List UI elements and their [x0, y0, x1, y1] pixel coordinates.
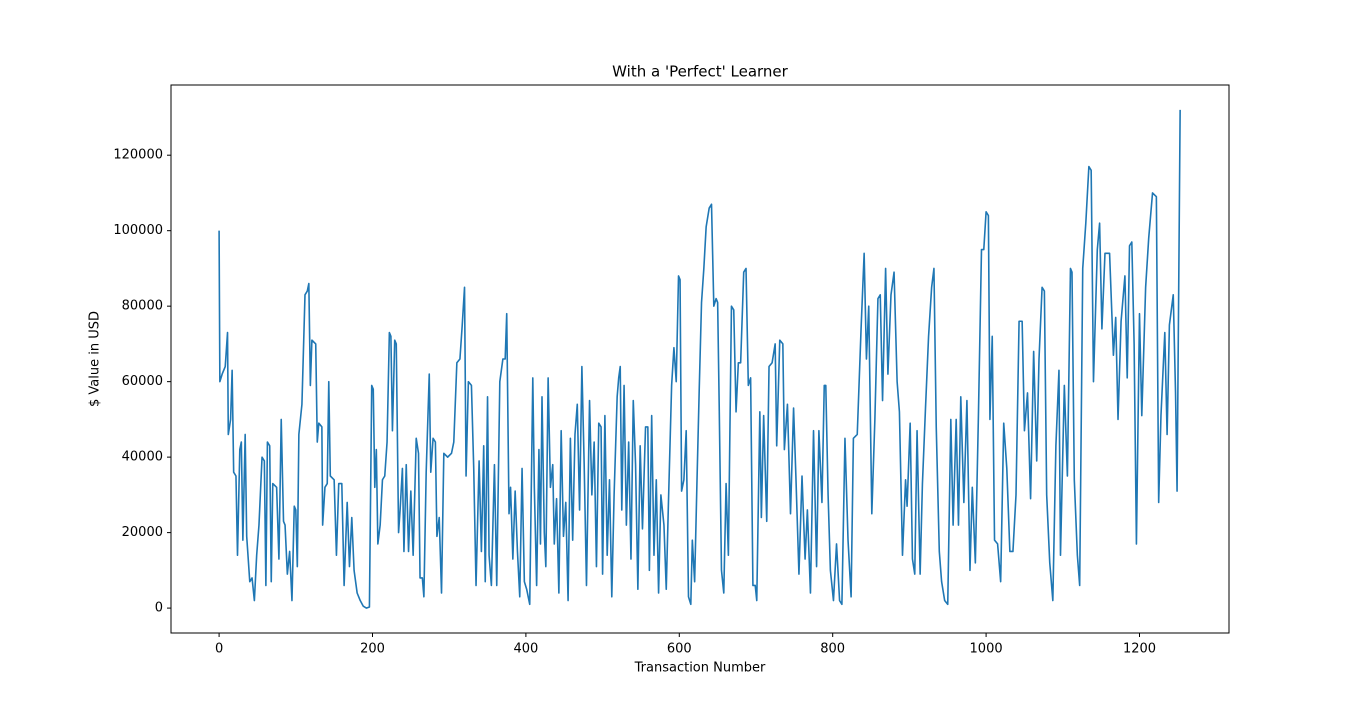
y-tick-label: 20000	[122, 525, 163, 540]
y-axis-label: $ Value in USD	[88, 311, 103, 407]
x-axis-label: Transaction Number	[634, 661, 766, 676]
chart-title: With a 'Perfect' Learner	[612, 63, 788, 81]
x-tick-label: 0	[215, 642, 223, 657]
x-tick-label: 200	[360, 642, 385, 657]
y-tick-label: 120000	[113, 148, 163, 163]
y-tick-label: 40000	[122, 450, 163, 465]
x-tick-label: 1000	[970, 642, 1003, 657]
x-tick-label: 400	[513, 642, 538, 657]
y-tick-label: 0	[155, 601, 163, 616]
y-tick-label: 80000	[122, 299, 163, 314]
x-tick-label: 800	[820, 642, 845, 657]
plot-frame	[170, 84, 1230, 634]
y-tick-label: 60000	[122, 374, 163, 389]
data-line	[218, 109, 1181, 609]
x-tick-label: 1200	[1123, 642, 1156, 657]
x-tick-label: 600	[667, 642, 692, 657]
y-tick-label: 100000	[113, 223, 163, 238]
